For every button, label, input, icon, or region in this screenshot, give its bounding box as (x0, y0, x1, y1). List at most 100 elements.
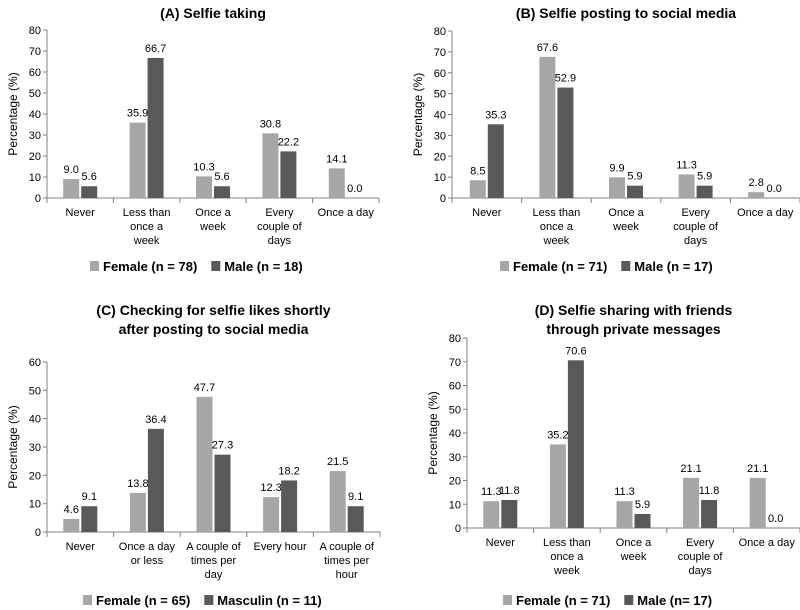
x-category-label: Once a (195, 207, 231, 219)
legend-label: Male (n = 18) (224, 259, 302, 274)
x-category-label: Never (486, 537, 516, 549)
y-tick-label: 10 (434, 172, 446, 184)
bar-female (549, 444, 566, 528)
data-label: 47.7 (194, 382, 215, 394)
bar-female (749, 477, 766, 528)
y-tick-label: 0 (440, 193, 446, 205)
y-tick-label: 0 (455, 523, 461, 535)
bar-male (81, 506, 98, 532)
chart-panel-3: (D) Selfie sharing with friends through p… (426, 302, 800, 608)
y-tick-label: 70 (29, 46, 41, 58)
bar-female (63, 518, 80, 532)
bar-male (214, 454, 231, 532)
x-category-label: once a (540, 221, 574, 233)
bar-male (147, 57, 164, 199)
y-tick-label: 30 (29, 442, 41, 454)
bar-female (196, 396, 213, 532)
y-axis-label: Percentage (%) (6, 72, 20, 155)
bar-male (281, 480, 298, 532)
bar-female (129, 492, 146, 532)
chart-title: (C) Checking for selfie likes shortly (96, 302, 330, 318)
x-category-label: week (199, 221, 226, 233)
data-label: 35.9 (127, 108, 148, 120)
data-label: 21.1 (747, 463, 768, 475)
bar-female (196, 176, 212, 198)
x-category-label: couple of (673, 221, 719, 233)
x-category-label: week (553, 565, 580, 577)
legend-label: Masculin (n = 11) (217, 593, 321, 608)
y-axis-label: Percentage (%) (426, 391, 440, 474)
y-tick-label: 0 (35, 527, 41, 539)
x-category-label: couple of (678, 551, 724, 563)
bar-male (567, 360, 584, 528)
y-tick-label: 70 (449, 357, 461, 369)
y-tick-label: 50 (434, 89, 446, 101)
bar-female (609, 177, 625, 198)
x-category-label: times per (191, 555, 237, 567)
data-label: 11.8 (499, 485, 520, 497)
bar-female (678, 174, 695, 198)
data-label: 11.3 (614, 486, 635, 498)
x-category-label: once a (550, 551, 584, 563)
x-category-label: week (133, 235, 160, 247)
chart-title: through private messages (546, 321, 720, 337)
x-category-label: Once a day (737, 207, 794, 219)
x-category-label: Once a day (119, 541, 176, 553)
data-label: 14.1 (326, 153, 347, 165)
bar-female (483, 501, 500, 528)
chart-title: (D) Selfie sharing with friends (535, 302, 733, 318)
data-label: 5.6 (82, 171, 97, 183)
data-label: 8.5 (470, 165, 485, 177)
data-label: 27.3 (212, 440, 233, 452)
chart-panel-2: (C) Checking for selfie likes shortly aft… (6, 302, 381, 608)
x-category-label: Less than (533, 207, 581, 219)
data-label: 5.6 (214, 171, 229, 183)
legend-label: Female (n = 71) (513, 259, 607, 274)
data-label: 70.6 (565, 345, 586, 357)
x-category-label: day (205, 569, 223, 581)
data-label: 13.8 (127, 478, 148, 490)
data-label: 9.1 (348, 491, 363, 503)
bar-male (147, 428, 164, 532)
x-category-label: Once a (608, 207, 644, 219)
data-label: 21.5 (327, 456, 348, 468)
bar-male (214, 186, 230, 198)
x-category-label: week (543, 235, 570, 247)
bar-female (63, 179, 80, 198)
x-category-label: hour (336, 569, 358, 581)
data-label: 18.2 (278, 465, 299, 477)
x-category-label: Once a day (739, 537, 796, 549)
y-tick-label: 60 (29, 67, 41, 79)
x-category-label: times per (324, 555, 370, 567)
x-category-label: Once a day (318, 207, 375, 219)
chart-title: (B) Selfie posting to social media (516, 5, 736, 21)
bar-female (328, 168, 345, 198)
bar-male (701, 499, 718, 528)
x-category-label: Every (686, 537, 715, 549)
bar-male (280, 151, 297, 198)
y-tick-label: 50 (29, 385, 41, 397)
data-label: 5.9 (697, 171, 712, 183)
x-category-label: days (688, 565, 712, 577)
x-category-label: week (612, 221, 639, 233)
y-tick-label: 10 (449, 499, 461, 511)
x-category-label: once a (130, 221, 164, 233)
chart-panel-1: (B) Selfie posting to social media Percen… (411, 5, 800, 274)
x-category-label: couple of (257, 221, 303, 233)
y-tick-label: 40 (449, 428, 461, 440)
legend-label: Male (n= 17) (637, 593, 712, 608)
bar-female (129, 122, 146, 198)
x-category-label: Every (682, 207, 711, 219)
chart-panel-0: (A) Selfie taking Percentage (%) 0 10 20 30 40… (6, 5, 380, 274)
y-tick-label: 40 (29, 109, 41, 121)
y-tick-label: 80 (434, 26, 446, 38)
data-label: 10.3 (193, 161, 214, 173)
legend-swatch (500, 261, 509, 271)
bar-male (81, 186, 98, 198)
data-label: 5.9 (627, 171, 642, 183)
data-label: 0.0 (767, 183, 782, 195)
y-tick-label: 80 (449, 333, 461, 345)
bar-female (262, 133, 279, 198)
